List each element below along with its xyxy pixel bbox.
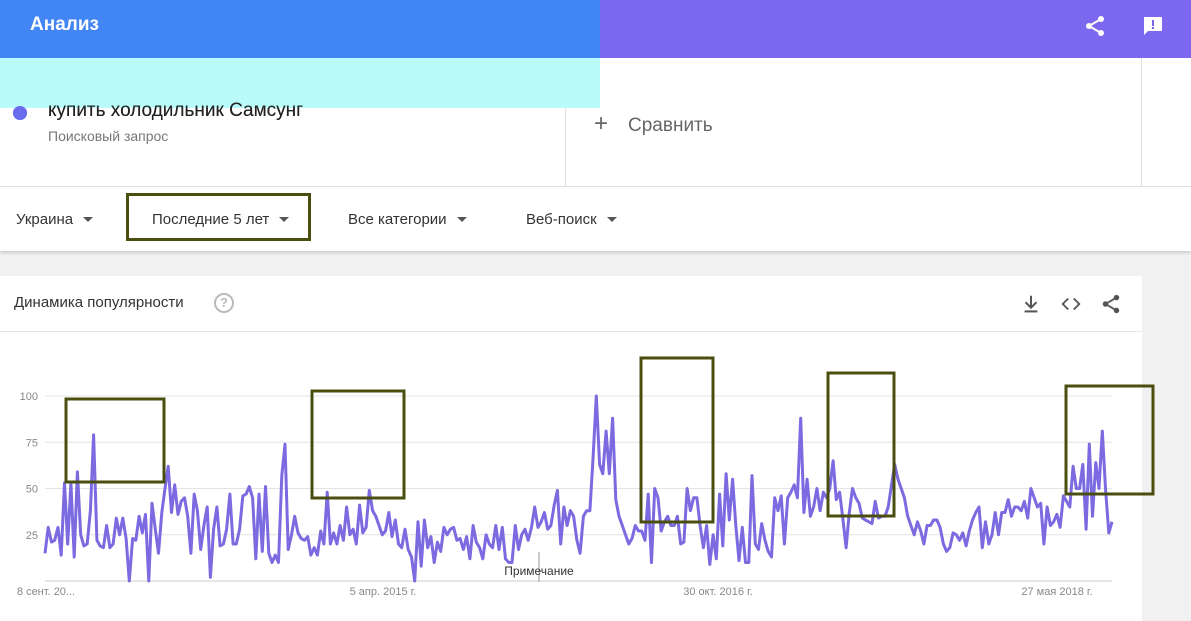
help-icon[interactable]: ? <box>214 293 234 313</box>
plus-icon: + <box>594 110 609 137</box>
y-tick-label: 25 <box>26 530 38 542</box>
share-icon[interactable] <box>1083 14 1107 38</box>
dropdown-arrow-icon <box>456 217 467 222</box>
series-line <box>43 394 1114 583</box>
y-tick-label: 100 <box>20 391 38 403</box>
compare-button[interactable]: + Сравнить <box>566 58 1142 187</box>
highlight-box <box>64 397 166 484</box>
dropdown-arrow-icon <box>606 217 617 222</box>
x-tick-label: 5 апр. 2015 г. <box>350 586 417 598</box>
highlight-box <box>826 371 896 518</box>
embed-icon[interactable] <box>1060 293 1082 315</box>
feedback-icon[interactable] <box>1141 14 1165 38</box>
compare-label: Сравнить <box>628 115 713 136</box>
note-label: Примечание <box>504 564 574 578</box>
highlight-box-period <box>126 193 311 241</box>
chart-card-title: Динамика популярности <box>14 294 184 311</box>
download-icon[interactable] <box>1020 293 1042 315</box>
dropdown-arrow-icon <box>83 217 94 222</box>
period-label: Последние 5 лет <box>152 211 270 228</box>
app-header: Анализ <box>0 0 1191 58</box>
highlight-box <box>310 389 406 500</box>
term-color-dot-overlay <box>13 106 27 120</box>
y-tick-label: 75 <box>26 437 38 449</box>
search-term-name-overlay: купить холодильник Самсунг <box>48 100 304 121</box>
y-tick-label: 50 <box>26 484 38 496</box>
category-label: Все категории <box>348 211 447 228</box>
highlight-box <box>639 356 715 524</box>
x-tick-label: 8 сент. 20... <box>17 586 75 598</box>
cyan-overlay <box>0 58 600 108</box>
share-icon[interactable] <box>1100 293 1122 315</box>
search-type-label: Веб-поиск <box>526 211 597 228</box>
region-label: Украина <box>16 211 74 228</box>
page-title: Анализ <box>30 14 99 35</box>
search-term-type: Поисковый запрос <box>48 128 169 144</box>
dropdown-arrow-icon <box>279 217 290 222</box>
interest-over-time-card: Динамика популярности ? <box>0 276 1142 621</box>
period-dropdown[interactable]: Последние 5 лет <box>152 211 290 228</box>
card-divider <box>0 331 1142 332</box>
search-type-dropdown[interactable]: Веб-поиск <box>526 211 617 228</box>
region-dropdown[interactable]: Украина <box>16 211 94 228</box>
x-tick-label: 30 окт. 2016 г. <box>683 586 753 598</box>
header-overlay-blue <box>0 0 600 58</box>
category-dropdown[interactable]: Все категории <box>348 211 467 228</box>
highlight-box <box>1064 384 1155 496</box>
x-tick-label: 27 мая 2018 г. <box>1021 586 1092 598</box>
filter-bar: Украина Последние 5 лет Все категории Ве… <box>0 187 1191 251</box>
